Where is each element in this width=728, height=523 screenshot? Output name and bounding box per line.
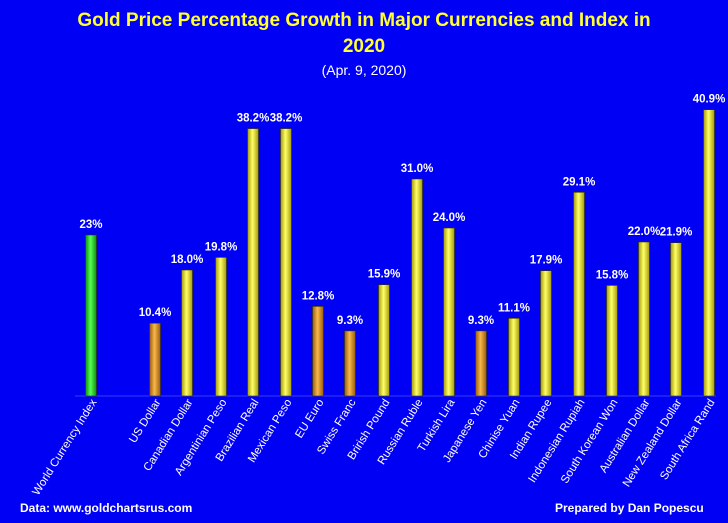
x-tick-label: New Zealand Dollar bbox=[621, 397, 685, 489]
bar-brazilian-real bbox=[247, 128, 259, 397]
bar-indonesian-rupiah bbox=[573, 192, 585, 397]
value-label: 10.4% bbox=[139, 307, 172, 319]
value-label: 15.9% bbox=[368, 269, 401, 281]
bar-turkish-lira bbox=[443, 227, 455, 397]
bar-canadian-dollar bbox=[181, 269, 193, 397]
bar-new-zealand-dollar bbox=[670, 242, 682, 397]
value-label: 24.0% bbox=[433, 212, 466, 224]
bar-indian-rupee bbox=[540, 270, 552, 397]
value-label: 29.1% bbox=[563, 176, 596, 188]
bar-japanese-yen bbox=[475, 330, 487, 397]
value-label: 38.2% bbox=[270, 113, 303, 125]
bar-group bbox=[85, 109, 715, 397]
value-label: 15.8% bbox=[596, 269, 629, 281]
value-label-group: 23% 10.4% 18.0%19.8% 38.2% 38.2% 12.8% 9.3% 15.… bbox=[79, 94, 725, 327]
value-label: 9.3% bbox=[468, 315, 494, 327]
bar-south-africa-rand bbox=[703, 109, 715, 397]
value-label: 23% bbox=[79, 219, 102, 231]
bar-world-currency-index bbox=[85, 234, 97, 397]
chart-title-line2: 2020 bbox=[342, 36, 386, 57]
bar-chinise-yuan bbox=[508, 317, 520, 397]
bar-mexican-peso bbox=[280, 128, 292, 397]
value-label: 21.9% bbox=[660, 227, 693, 239]
bar-russian-ruble bbox=[411, 178, 423, 397]
bar-australian-dollar bbox=[638, 241, 650, 397]
value-label: 19.8% bbox=[205, 241, 238, 253]
value-label: 22.0% bbox=[628, 226, 661, 238]
bar-south-korean-won bbox=[606, 285, 618, 397]
chart-subtitle: (Apr. 9, 2020) bbox=[321, 62, 407, 78]
value-label: 9.3% bbox=[337, 315, 363, 327]
chart-title-line1: Gold Price Percentage Growth in Major Cu… bbox=[77, 10, 651, 31]
source-note: Data: www.goldchartsrus.com bbox=[20, 501, 193, 515]
x-tick-label: World Currency Index bbox=[31, 397, 100, 498]
value-label: 18.0% bbox=[171, 254, 204, 266]
value-label: 40.9% bbox=[693, 94, 726, 106]
bar-us-dollar bbox=[149, 322, 161, 397]
credit-note: Prepared by Dan Popescu bbox=[555, 501, 704, 515]
bar-eu-euro bbox=[312, 306, 324, 397]
bar-brirish-pound bbox=[378, 284, 390, 397]
bar-swiss-franc bbox=[344, 330, 356, 397]
value-label: 17.9% bbox=[530, 255, 563, 267]
x-tick-label: EU Euro bbox=[293, 397, 326, 440]
value-label: 38.2% bbox=[237, 113, 270, 125]
bar-argentinian-peso bbox=[215, 257, 227, 397]
value-label: 31.0% bbox=[401, 163, 434, 175]
value-label: 11.1% bbox=[498, 302, 530, 314]
x-tick-label: US Dollar bbox=[127, 397, 163, 445]
value-label: 12.8% bbox=[302, 290, 335, 302]
